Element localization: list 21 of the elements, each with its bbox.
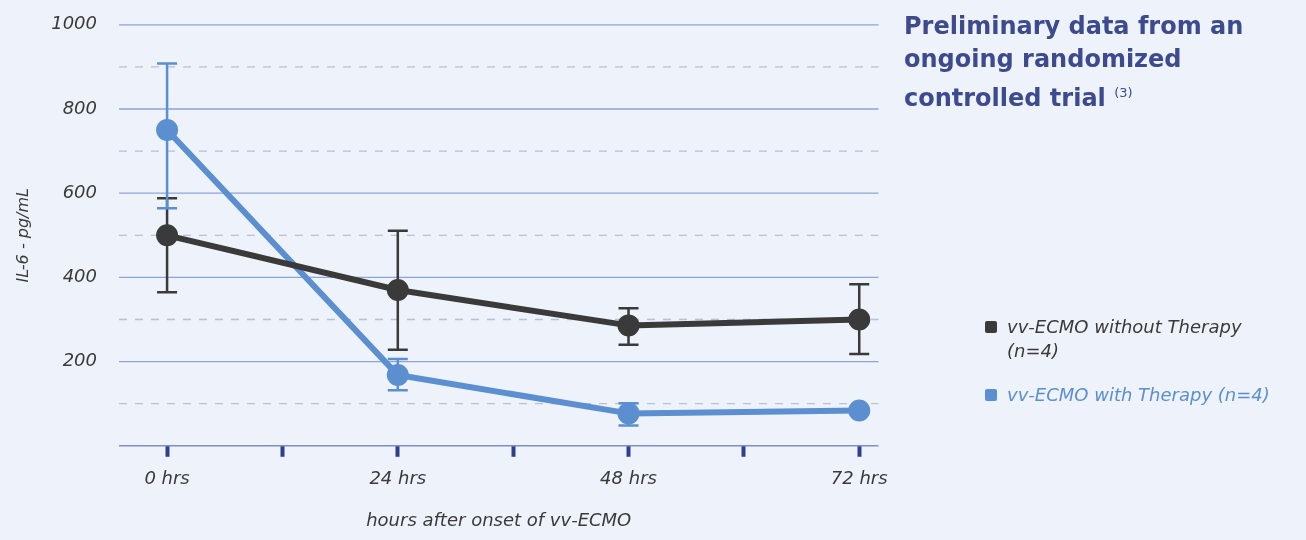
y-axis-title: IL-6 - pg/mL <box>12 188 32 283</box>
point <box>156 119 179 142</box>
point <box>386 364 409 387</box>
x-tick-label: 0 hrs <box>144 467 190 489</box>
x-tick-label: 48 hrs <box>600 467 657 489</box>
point <box>156 224 179 247</box>
point <box>848 399 871 422</box>
y-tick-label: 800 <box>62 96 98 118</box>
y-tick-label: 1000 <box>51 12 98 34</box>
x-axis-title: hours after onset of vv-ECMO <box>366 508 632 530</box>
x-tick-label: 72 hrs <box>830 467 888 489</box>
legend-label: vv-ECMO without Therapy (n=4) <box>1007 315 1243 363</box>
point <box>386 279 409 302</box>
legend-label: vv-ECMO with Therapy (n=4) <box>1007 383 1271 407</box>
x-tick-label: 24 hrs <box>369 467 427 489</box>
point <box>617 314 640 337</box>
text: Preliminary data from an ongoing randomized controlled trial $^{(3)}$ <box>904 11 1245 114</box>
y-tick-label: 600 <box>62 180 98 202</box>
y-tick-label: 400 <box>62 265 98 287</box>
point <box>848 308 871 331</box>
y-tick-label: 200 <box>62 349 98 371</box>
